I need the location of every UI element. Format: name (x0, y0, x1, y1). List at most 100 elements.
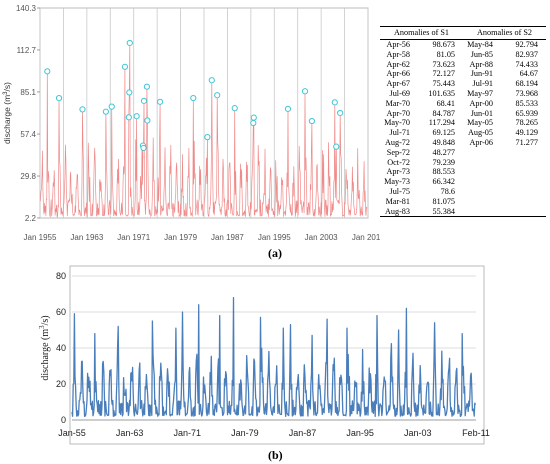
cell-s1-date: Sep-72 (386, 147, 410, 157)
cell-s1-date: Jul-71 (389, 128, 410, 138)
chart-b: 0 20 40 60 80 Jan-55 Jan-63 Jan-71 Jan-79 Jan-87 J… (38, 265, 490, 445)
table-row: Oct-72 79.239 (380, 158, 546, 168)
table-row: Jul-71 69.125 Aug-05 49.129 (380, 128, 546, 138)
cell-s2-value: 92.794 (515, 40, 538, 49)
cell-s1-date: Apr-66 (386, 69, 410, 79)
cell-s2-date: Apr-88 (469, 59, 493, 69)
xtick-label-b: Jan-79 (231, 428, 259, 438)
ytick-label-a: 112.7 (17, 46, 37, 55)
table-row: Apr-62 73.623 Apr-88 74.433 (380, 60, 546, 70)
cell-s2-date (463, 148, 496, 158)
xtick-label-b: Jan-95 (346, 428, 374, 438)
cell-s1-value: 98.673 (432, 40, 455, 49)
anomaly-marker (214, 92, 221, 99)
cell-s1-date: Mar-70 (385, 98, 410, 108)
yaxis-label-a: discharge (m3/s) (2, 82, 12, 144)
cell-s1-date: Apr-58 (386, 49, 410, 59)
anomaly-marker (308, 117, 315, 125)
xtick-label-a: Jan 2003 (305, 233, 338, 242)
anomaly-marker (333, 143, 340, 150)
cell-s2-value: 49.129 (515, 128, 538, 138)
xtick-label-a: Jan 1971 (117, 233, 150, 242)
cell-s1-value: 66.342 (432, 177, 455, 187)
cell-s1-date: Mar-81 (385, 196, 410, 206)
cell-s1-value: 73.623 (432, 59, 455, 69)
table-row: Apr-56 98.673 May-84 92.794 (380, 40, 546, 50)
cell-s2-date: Apr-06 (469, 137, 493, 147)
anomaly-marker (126, 89, 133, 96)
cell-s1-date: Apr-56 (386, 40, 410, 49)
cell-s2-date: May-05 (467, 118, 493, 128)
ytick-label-a: 2.2 (25, 214, 37, 223)
anomaly-marker (140, 97, 148, 104)
anomaly-marker (337, 109, 344, 117)
table-row: Aug-83 55.384 (380, 206, 546, 218)
cell-s2-date: Jun-01 (470, 108, 493, 118)
anomaly-marker (204, 134, 211, 141)
cell-s2-value (496, 167, 546, 177)
table-row: Mar-81 81.075 (380, 197, 546, 207)
cell-s2-value: 64.67 (519, 69, 538, 79)
cell-s2-date: Aug-05 (467, 128, 493, 138)
cell-s1-value: 72.127 (432, 69, 455, 79)
cell-s1-value: 49.848 (432, 137, 455, 147)
table-row: Sep-72 48.277 (380, 148, 546, 158)
table-row: Apr-73 88.553 (380, 167, 546, 177)
ytick-label-b: 60 (56, 307, 66, 317)
anomaly-marker (208, 77, 215, 84)
cell-s1-value: 84.787 (432, 108, 455, 118)
cell-s1-date: Apr-70 (386, 108, 410, 118)
cell-s2-value: 85.533 (515, 98, 538, 108)
table-row: Jul-75 78.6 (380, 187, 546, 197)
xtick-label-b: Jan-55 (58, 428, 86, 438)
table-row: Mar-70 68.41 Apr-00 85.533 (380, 99, 546, 109)
series-line-b (71, 296, 477, 418)
xtick-label-a: Jan 2011 (352, 233, 380, 242)
cell-s2-value: 71.277 (515, 137, 538, 147)
cell-s1-value: 81.05 (436, 49, 455, 59)
anomaly-marker (231, 105, 238, 112)
xtick-label-b: Jan-87 (289, 428, 317, 438)
cell-s2-value: 74.433 (515, 59, 538, 69)
cell-s1-value: 117.294 (428, 118, 455, 128)
table-header-s2: Anomalies of S2 (463, 26, 546, 40)
xtick-label-b: Jan-63 (116, 428, 144, 438)
table-row: Apr-67 75.443 Jul-91 68.194 (380, 79, 546, 89)
cell-s1-value: 69.125 (432, 128, 455, 138)
table-row: Jul-69 101.635 May-97 73.968 (380, 89, 546, 99)
yaxis-label-a-sup: 3 (3, 91, 9, 95)
cell-s2-value (496, 177, 546, 187)
table-row: Apr-58 81.05 Jun-85 82.937 (380, 50, 546, 60)
xtick-label-a: Jan 1955 (24, 233, 57, 242)
anomaly-marker (143, 83, 150, 90)
cell-s2-date: Jun-85 (470, 49, 493, 59)
cell-s1-value: 81.075 (432, 196, 455, 206)
anomaly-marker (102, 108, 109, 115)
xtick-label-a: Jan 1979 (164, 233, 197, 242)
cell-s2-date (463, 197, 496, 207)
ytick-label-a: 29.8 (20, 172, 36, 181)
xtick-label-a: Jan 1995 (258, 233, 291, 242)
cell-s1-value: 88.553 (432, 167, 455, 177)
cell-s1-value: 48.277 (432, 147, 455, 157)
anomaly-marker (250, 119, 257, 127)
cell-s2-date: Jul-91 (472, 79, 493, 89)
xtick-label-a: Jan 1987 (211, 233, 244, 242)
xtick-label-b: Jan-71 (173, 428, 201, 438)
xtick-label-b: Jan-03 (404, 428, 432, 438)
yaxis-label-b-main: discharge (m (40, 329, 51, 381)
cell-s1-value: 75.443 (432, 79, 455, 89)
cell-s2-value (496, 158, 546, 168)
anomaly-marker (79, 106, 86, 113)
anomalies-table: Anomalies of S1 Anomalies of S2 Apr-56 98… (380, 26, 546, 218)
cell-s1-date: Oct-72 (387, 157, 410, 167)
cell-s2-date: Apr-00 (469, 98, 493, 108)
anomaly-marker (284, 105, 292, 112)
cell-s2-value: 73.968 (515, 88, 538, 98)
cell-s2-value (496, 206, 546, 218)
xtick-label-b: Feb-11 (462, 428, 490, 438)
cell-s2-date (463, 177, 496, 187)
anomaly-marker (156, 98, 164, 105)
chart-border-b (69, 265, 485, 445)
anomaly-marker (140, 144, 147, 152)
